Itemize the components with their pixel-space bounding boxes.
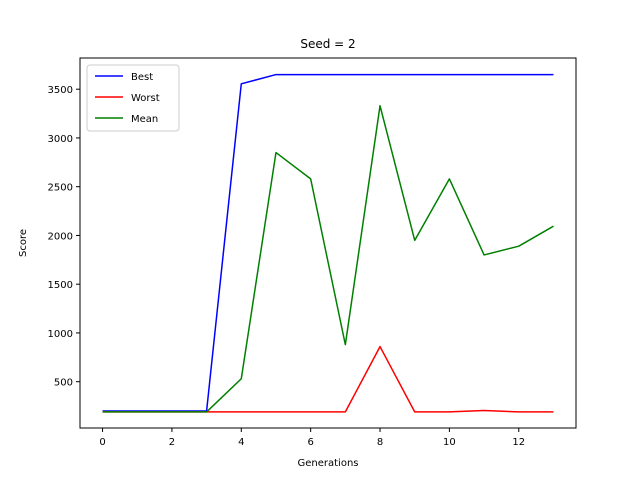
x-tick-label: 4 [238,437,244,448]
x-axis-label: Generations [298,458,359,469]
x-tick-label: 12 [512,437,525,448]
y-tick-label: 3000 [48,134,73,145]
series-line-mean [102,105,554,413]
x-tick-label: 0 [99,437,105,448]
y-axis-label: Score [18,229,29,257]
chart-title: Seed = 2 [300,37,355,51]
legend: Best Worst Mean [86,64,180,132]
y-axis-ticks: 500 1000 1500 2000 2500 3000 3500 [48,85,80,389]
legend-label-worst: Worst [131,93,160,104]
y-tick-label: 500 [54,378,73,389]
x-tick-label: 8 [377,437,383,448]
y-tick-label: 2000 [48,231,73,242]
plot-frame [79,57,577,429]
y-tick-label: 1000 [48,329,73,340]
y-tick-label: 2500 [48,183,73,194]
x-axis-ticks: 0 2 4 6 8 10 12 [99,428,525,448]
y-tick-label: 1500 [48,280,73,291]
legend-box [86,64,180,132]
series-line-best [102,73,554,412]
x-tick-label: 6 [307,437,313,448]
series-lines [102,73,554,413]
legend-label-best: Best [131,72,153,83]
x-tick-label: 10 [443,437,456,448]
x-tick-label: 2 [169,437,175,448]
legend-label-mean: Mean [131,114,158,125]
y-tick-label: 3500 [48,85,73,96]
